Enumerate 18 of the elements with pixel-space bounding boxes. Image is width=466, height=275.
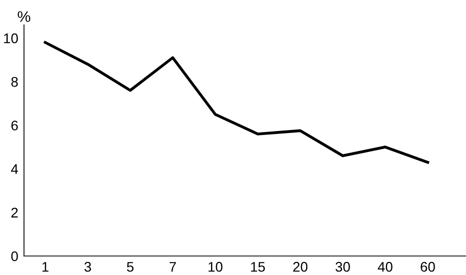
x-tick-label: 40 [378, 262, 392, 272]
x-tick-label: 60 [420, 262, 435, 272]
x-tick-label: 15 [251, 262, 265, 272]
x-tick-label: 30 [336, 262, 350, 272]
y-axis-title: % [18, 11, 30, 22]
x-tick-label: 20 [293, 262, 308, 272]
x-tick-label: 3 [84, 262, 91, 272]
x-tick-label: 5 [126, 262, 134, 272]
x-tick-label: 7 [170, 262, 176, 272]
y-tick-label: 2 [11, 208, 18, 218]
y-tick-label: 8 [11, 76, 18, 87]
line-series [44, 41, 430, 164]
y-tick-label: 4 [11, 164, 18, 174]
x-tick-label: 10 [208, 262, 222, 272]
x-tick-label: 1 [42, 262, 48, 272]
y-tick-label: 6 [11, 120, 18, 130]
y-tick-label: 10 [4, 33, 18, 44]
y-tick-label: 0 [11, 251, 18, 262]
